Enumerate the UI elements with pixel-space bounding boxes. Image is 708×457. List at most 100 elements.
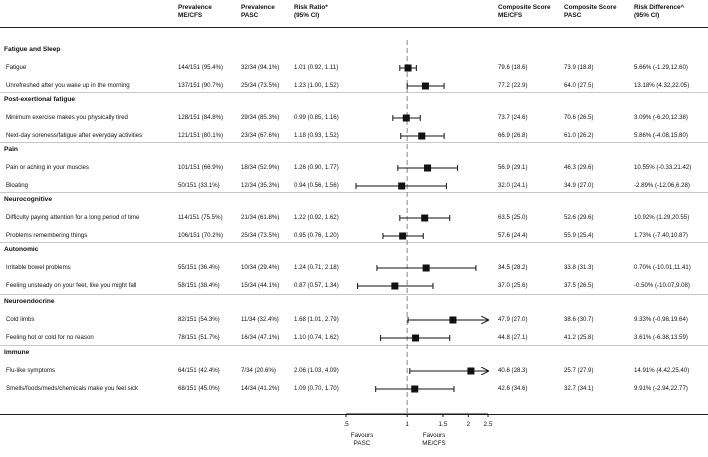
point-estimate [422, 264, 430, 272]
risk-difference-value: 13.18% (4.32,22.05) [634, 82, 690, 89]
x-tick-label: .5 [343, 421, 349, 428]
composite-mecfs-value: 56.9 (29.1) [498, 164, 528, 171]
header-risk-difference-line1: Risk Difference^ [634, 4, 685, 11]
group-separator [0, 345, 708, 346]
composite-mecfs-value: 47.9 (27.0) [498, 316, 528, 323]
risk-difference-value: 5.66% (-1.29,12.60) [634, 64, 688, 71]
composite-mecfs-value: 79.6 (18.6) [498, 64, 528, 71]
point-estimate [449, 316, 457, 324]
composite-pasc-value: 61.0 (26.2) [564, 132, 594, 139]
row-label: Problems remembering things [6, 232, 88, 239]
risk-difference-value: 14.91% (4.42,25.40) [634, 367, 690, 374]
composite-pasc-value: 52.6 (29.6) [564, 214, 594, 221]
risk-ratio-value: 2.06 (1.03, 4.09) [294, 367, 339, 374]
header-risk-difference-line2: (95% CI) [634, 12, 660, 19]
composite-pasc-value: 73.9 (18.8) [564, 64, 594, 71]
favours-mecfs-line1: Favours [422, 432, 446, 439]
header-composite-mecfs-line1: Composite Score [498, 4, 551, 11]
group-separator [0, 192, 708, 193]
risk-difference-value: 0.70% (-10.01,11.41) [634, 264, 691, 271]
point-estimate [411, 385, 419, 393]
composite-mecfs-value: 44.8 (27.1) [498, 334, 528, 341]
x-tick-label: 1 [405, 421, 409, 428]
header-risk-ratio: Risk Ratio* (95% CI) [294, 4, 328, 20]
favours-pasc-label: Favours PASC [342, 432, 382, 448]
group-title-6: Immune [4, 349, 30, 356]
prevalence-pasc-value: 23/34 (67.6%) [241, 132, 280, 139]
header-composite-mecfs: Composite Score ME/CFS [498, 4, 551, 20]
point-estimate [402, 114, 410, 122]
risk-difference-value: 3.09% (-6.20,12.38) [634, 114, 688, 121]
header-composite-pasc: Composite Score PASC [564, 4, 617, 20]
point-estimate [404, 64, 412, 72]
prevalence-mecfs-value: 106/151 (70.2%) [178, 232, 224, 239]
row-label: Bloating [6, 182, 29, 189]
point-estimate [412, 334, 420, 342]
composite-mecfs-value: 40.6 (28.3) [498, 367, 528, 374]
prevalence-pasc-value: 32/34 (94.1%) [241, 64, 280, 71]
composite-pasc-value: 64.0 (27.5) [564, 82, 594, 89]
prevalence-mecfs-value: 144/151 (95.4%) [178, 64, 224, 71]
row-label: Pain or aching in your muscles [6, 164, 89, 171]
composite-pasc-value: 55.9 (25.4) [564, 232, 594, 239]
row-label: Feeling hot or cold for no reason [6, 334, 94, 341]
group-title-4: Autonomic [4, 246, 39, 253]
prevalence-mecfs-value: 114/151 (75.5%) [178, 214, 223, 221]
composite-pasc-value: 37.5 (26.5) [564, 282, 594, 289]
prevalence-pasc-value: 10/34 (29.4%) [241, 264, 280, 271]
point-estimate [399, 232, 407, 240]
risk-ratio-value: 1.22 (0.92, 1.62) [294, 214, 339, 221]
group-separator [0, 242, 708, 243]
prevalence-mecfs-value: 137/151 (90.7%) [178, 82, 224, 89]
header-prevalence-pasc: Prevalence PASC [241, 4, 275, 20]
risk-difference-value: 10.92% (1.29,20.55) [634, 214, 690, 221]
x-tick-label: 2 [467, 421, 471, 428]
risk-difference-value: 3.61% (-6.38,13.59) [634, 334, 688, 341]
risk-ratio-value: 1.26 (0.90, 1.77) [294, 164, 339, 171]
prevalence-pasc-value: 25/34 (73.5%) [241, 232, 280, 239]
prevalence-pasc-value: 14/34 (41.2%) [241, 385, 280, 392]
header-prevalence-pasc-line2: PASC [241, 12, 259, 19]
prevalence-pasc-value: 16/34 (47.1%) [241, 334, 280, 341]
risk-ratio-value: 0.94 (0.56, 1.56) [294, 182, 339, 189]
point-estimate [398, 182, 406, 190]
risk-ratio-value: 0.99 (0.85, 1.16) [294, 114, 339, 121]
group-separator [0, 294, 708, 295]
risk-difference-value: 9.91% (-2.94,22.77) [634, 385, 688, 392]
composite-pasc-value: 34.9 (27.0) [564, 182, 594, 189]
composite-mecfs-value: 73.7 (24.6) [498, 114, 528, 121]
favours-pasc-line2: PASC [353, 440, 371, 447]
prevalence-mecfs-value: 50/151 (33.1%) [178, 182, 220, 189]
risk-difference-value: 1.73% (-7.40,10.87) [634, 232, 688, 239]
composite-pasc-value: 70.6 (26.5) [564, 114, 594, 121]
point-estimate [424, 164, 432, 172]
header-prevalence-mecfs-line2: ME/CFS [178, 12, 203, 19]
composite-mecfs-value: 77.2 (22.9) [498, 82, 528, 89]
risk-ratio-value: 1.68 (1.01, 2.79) [294, 316, 339, 323]
risk-difference-value: -0.50% (-10.07,9.08) [634, 282, 690, 289]
prevalence-pasc-value: 12/34 (35.3%) [241, 182, 280, 189]
risk-ratio-value: 0.95 (0.76, 1.20) [294, 232, 339, 239]
row-label: Irritable bowel problems [6, 264, 71, 271]
header-composite-mecfs-line2: ME/CFS [498, 12, 523, 19]
risk-difference-value: 9.33% (-0.98,19.64) [634, 316, 688, 323]
prevalence-mecfs-value: 68/151 (45.0%) [178, 385, 220, 392]
point-estimate [418, 132, 426, 140]
header-risk-ratio-line2: (95% CI) [294, 12, 320, 19]
composite-mecfs-value: 34.5 (28.2) [498, 264, 528, 271]
risk-difference-value: -2.89% (-12.06,6.28) [634, 182, 690, 189]
header-prevalence-pasc-line1: Prevalence [241, 4, 275, 11]
composite-mecfs-value: 32.0 (24.1) [498, 182, 528, 189]
prevalence-mecfs-value: 128/151 (84.8%) [178, 114, 224, 121]
row-label: Next-day soreness/fatigue after everyday… [6, 132, 143, 139]
risk-ratio-value: 1.10 (0.74, 1.62) [294, 334, 339, 341]
composite-pasc-value: 32.7 (34.1) [564, 385, 594, 392]
group-title-5: Neuroendocrine [4, 298, 55, 305]
row-label: Flu-like symptoms [6, 367, 56, 374]
prevalence-pasc-value: 7/34 (20.6%) [241, 367, 276, 374]
prevalence-mecfs-value: 78/151 (51.7%) [178, 334, 220, 341]
point-estimate [421, 82, 429, 90]
composite-pasc-value: 46.3 (29.6) [564, 164, 594, 171]
prevalence-mecfs-value: 82/151 (54.3%) [178, 316, 220, 323]
